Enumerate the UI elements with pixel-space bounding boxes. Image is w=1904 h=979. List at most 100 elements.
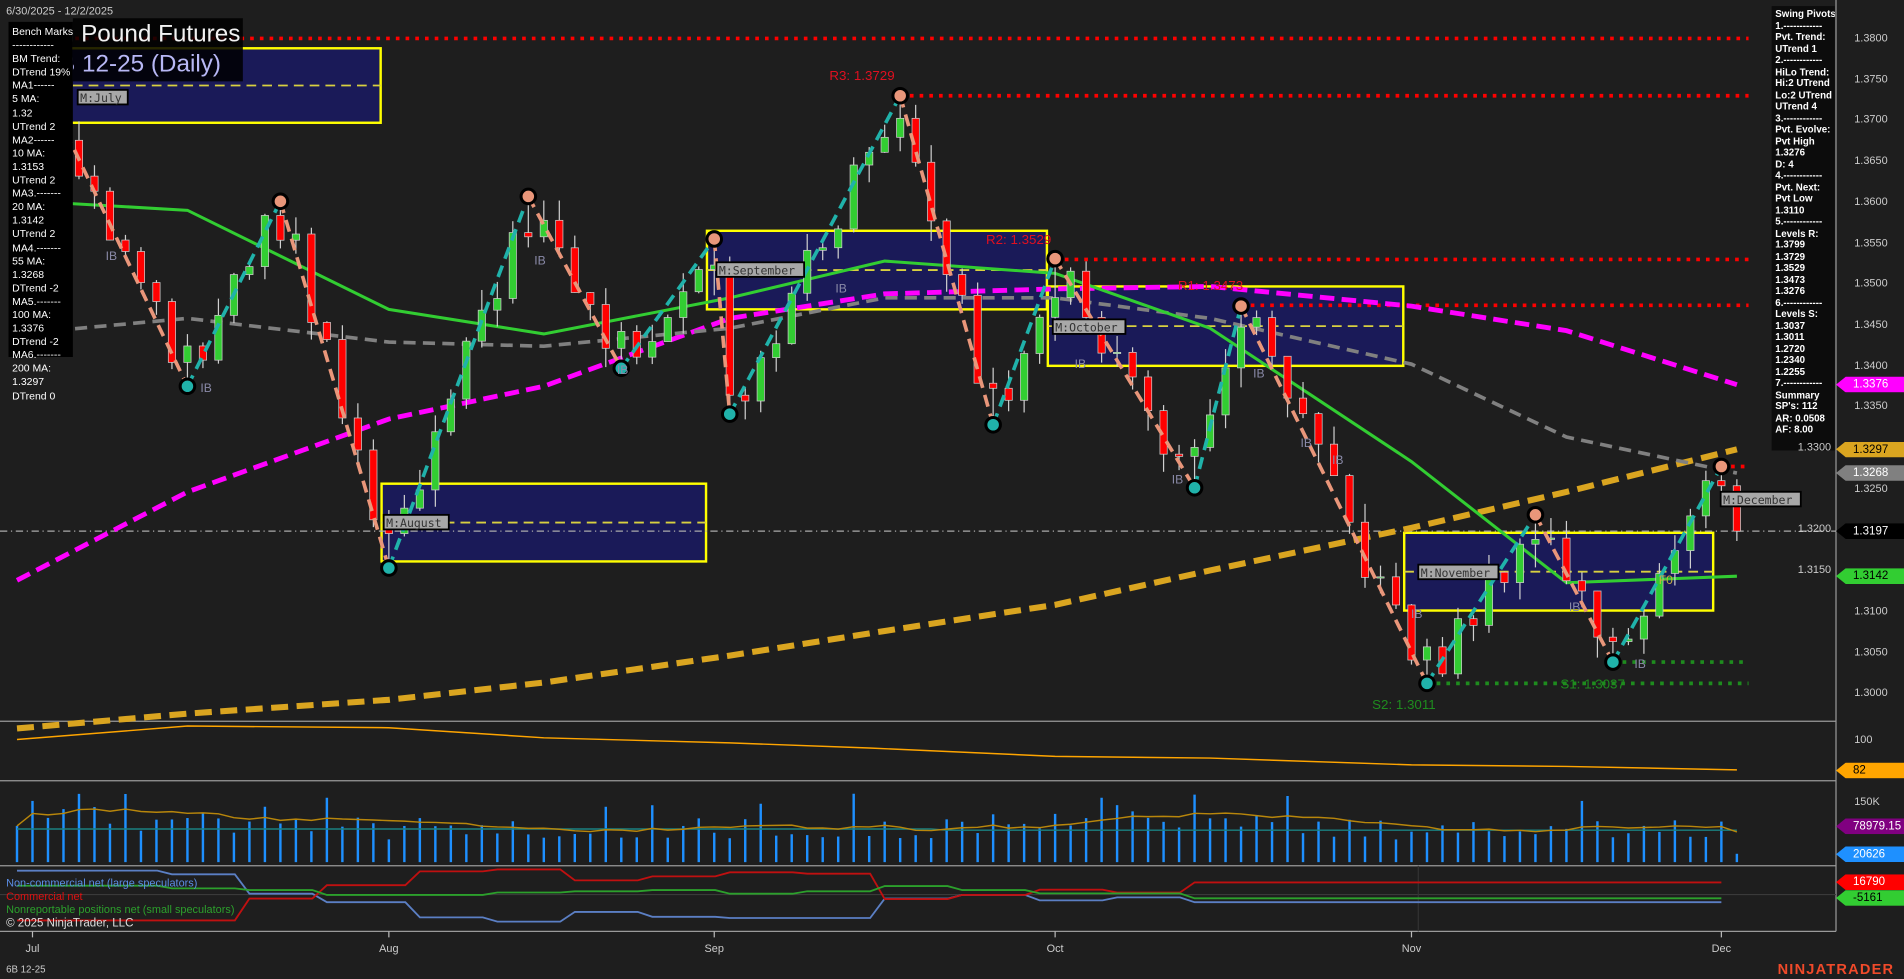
cot-commercial-line	[16, 868, 1722, 922]
candle-body	[756, 357, 765, 402]
swing-zigzag-line	[278, 200, 391, 569]
swing-zigzag-line	[526, 195, 623, 370]
swing-pivot-line: 5.------------	[1775, 216, 1823, 228]
candle-body	[121, 239, 130, 252]
commercial-net-tag: 16790	[1836, 874, 1904, 891]
swing-pivot-line: D: 4	[1775, 158, 1794, 170]
swing-zigzag-line	[991, 257, 1057, 426]
price-axis-tick: 1.3100	[1854, 604, 1888, 617]
legend-noncommercial: Non-commercial net (large speculators)	[6, 876, 198, 889]
candle-body	[741, 394, 750, 402]
bench-mark-line: BM Trend:	[12, 52, 61, 65]
level-label: S2: 1.3011	[1372, 697, 1436, 712]
moving-average-20ma	[16, 198, 1737, 585]
swing-high-marker	[519, 187, 538, 206]
bench-mark-line: UTrend 2	[12, 173, 56, 186]
candle-body	[818, 247, 827, 251]
cot-noncommercial-line	[16, 869, 1722, 923]
swing-pivot-line: 3.------------	[1775, 112, 1823, 124]
ib-label: IB	[200, 381, 211, 395]
candle-body	[787, 292, 796, 345]
label-background	[1719, 490, 1802, 508]
swing-pivot-line: 1.3011	[1775, 331, 1805, 343]
candle-body	[679, 291, 688, 318]
candle-body	[152, 282, 161, 302]
swing-pivot-line: 1.3799	[1775, 239, 1805, 251]
swing-low-marker	[1604, 653, 1622, 671]
month-label: Oct	[1046, 942, 1064, 955]
nonreportable-net-tag: -5161	[1836, 890, 1904, 906]
price-axis-tick: 1.3500	[1854, 277, 1888, 290]
candle-body	[1577, 580, 1586, 592]
candle-body	[1237, 326, 1246, 369]
ib-label: IB	[534, 254, 545, 268]
swing-pivot-line: Hi:2 UTrend	[1775, 77, 1830, 89]
monthly-box-label: M:November	[1417, 563, 1500, 581]
candle-body	[353, 417, 362, 451]
indicator-line	[16, 725, 1737, 771]
candle-body	[291, 233, 300, 241]
bench-mark-line: MA4.-------	[12, 241, 61, 254]
candle-body	[1020, 353, 1029, 401]
swing-zigzag-line	[1533, 513, 1615, 663]
candle-body	[586, 292, 595, 305]
label-background	[76, 88, 129, 106]
swing-high-marker	[271, 192, 290, 211]
bench-marks-panel: Bench Marks ------------ BM Trend: DTrend 1…	[8, 21, 73, 401]
candle-body	[1608, 636, 1617, 642]
volume-value-tag: 20626	[1836, 846, 1904, 863]
bench-mark-line: UTrend 2	[12, 227, 56, 240]
bench-mark-line: 1.3142	[12, 214, 45, 227]
swing-pivot-line: SP's: 112	[1775, 400, 1818, 412]
monthly-box-label-text: M:July	[80, 91, 122, 105]
moving-average-200ma	[16, 446, 1738, 732]
monthly-box-label-text: M:September	[719, 263, 795, 277]
swing-pivot-line: 1.3729	[1775, 250, 1805, 262]
swing-high-marker	[891, 86, 909, 105]
candle-body	[462, 340, 471, 400]
swing-pivot-line: 1.3110	[1775, 204, 1805, 216]
candle-body	[1422, 646, 1431, 661]
candle-body	[989, 382, 998, 389]
swing-zigzag-line	[1053, 257, 1197, 489]
candle-body	[214, 314, 223, 361]
candle-body	[1531, 539, 1540, 545]
month-label: Sep	[704, 942, 724, 955]
indicator-axis-tick: 100	[1854, 733, 1873, 746]
bench-mark-line: 1.3376	[12, 321, 45, 335]
candle-body	[105, 190, 114, 241]
swing-zigzag-line	[1192, 305, 1243, 489]
candle-body	[508, 232, 517, 299]
swing-pivot-line: 1.3276	[1775, 285, 1805, 297]
swing-zigzag-line	[1239, 305, 1429, 685]
candle-body	[1469, 618, 1478, 626]
contract-label: 6B 12-25	[6, 964, 46, 976]
candle-body	[183, 345, 192, 363]
candle-body	[1283, 355, 1292, 399]
bench-mark-line: UTrend 2	[12, 119, 56, 132]
swing-zigzag-line	[185, 200, 283, 388]
candle-body	[1701, 480, 1710, 517]
bench-mark-line: 1.3153	[12, 160, 45, 173]
candle-body	[276, 215, 285, 241]
monthly-box-label: M:September	[715, 261, 806, 278]
candle-body	[539, 219, 548, 238]
candle-body	[136, 251, 145, 283]
cot-nonreportable-line	[16, 884, 1722, 900]
swing-low-marker	[380, 559, 398, 577]
bench-mark-line: DTrend -2	[12, 335, 59, 348]
candle-body	[1175, 453, 1184, 457]
swing-pivot-line: 1.2255	[1775, 366, 1805, 378]
volume-average-tag: 78979.15	[1836, 818, 1904, 835]
swing-pivot-line: Pvt. Next:	[1775, 181, 1821, 193]
candle-body	[1732, 485, 1741, 532]
moving-average-55ma	[16, 296, 1738, 475]
candle-body	[772, 343, 781, 359]
candle-body	[1190, 447, 1199, 457]
monthly-box-label-text: M:December	[1723, 493, 1792, 507]
month-label: Aug	[379, 942, 399, 955]
candle-body	[1082, 270, 1091, 318]
candle-body	[1113, 351, 1122, 354]
